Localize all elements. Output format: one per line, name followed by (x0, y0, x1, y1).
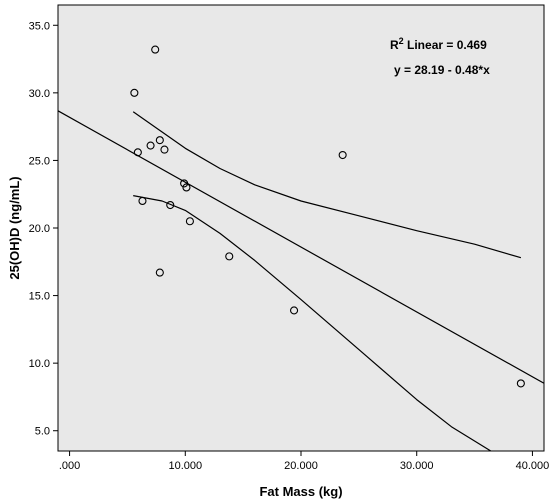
y-tick-label: 10.0 (29, 358, 50, 370)
y-tick-label: 25.0 (29, 155, 50, 167)
data-point (138, 196, 147, 206)
y-tick-label: 35.0 (29, 20, 50, 32)
data-point (155, 268, 164, 277)
data-point (185, 217, 194, 226)
data-point (180, 179, 189, 188)
data-point (160, 145, 169, 154)
r-squared-superscript: 2 (399, 36, 404, 46)
y-axis: 5.0 10.0 15.0 20.0 25.0 30.0 35.0 (29, 20, 58, 438)
x-tick-label: 20.000 (284, 460, 318, 472)
ci-upper-curve (132, 111, 522, 259)
data-point (225, 252, 234, 261)
data-point (155, 136, 164, 145)
data-point (133, 148, 142, 157)
y-tick-label: 5.0 (35, 426, 50, 438)
x-axis-title: Fat Mass (kg) (259, 484, 342, 499)
data-point (146, 141, 155, 150)
y-axis-title: 25(OH)D (ng/mL) (7, 176, 22, 279)
data-point (166, 200, 175, 210)
r-squared-value: Linear = 0.469 (404, 38, 487, 52)
x-axis: .000 10.000 20.000 30.000 40.000 (59, 451, 549, 472)
r-squared-annotation: R2 Linear = 0.469 (390, 36, 487, 52)
data-point (182, 183, 191, 192)
data-points (130, 45, 525, 388)
data-point (516, 379, 525, 388)
y-tick-label: 20.0 (29, 223, 50, 235)
data-point (130, 88, 139, 97)
y-tick-label: 15.0 (29, 291, 50, 303)
y-tick-label: 30.0 (29, 88, 50, 100)
data-point (290, 306, 299, 315)
fit-line (57, 110, 545, 384)
x-tick-label: 10.000 (168, 460, 202, 472)
data-point (338, 150, 347, 160)
regression-equation: y = 28.19 - 0.48*x (394, 63, 490, 77)
x-tick-label: 30.000 (400, 460, 434, 472)
x-tick-label: 40.000 (516, 460, 550, 472)
plot-area (57, 4, 545, 452)
data-point (151, 45, 160, 54)
x-tick-label: .000 (59, 460, 80, 472)
